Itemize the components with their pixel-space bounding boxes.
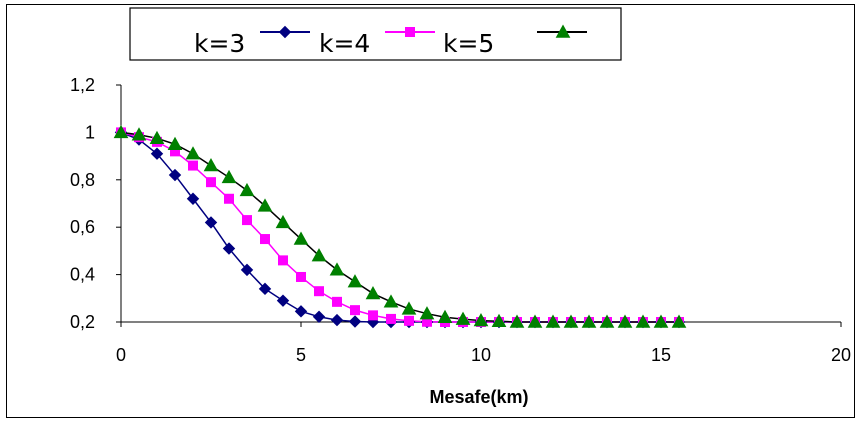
series-k5-point bbox=[473, 313, 489, 327]
series-k5-point bbox=[401, 301, 417, 315]
series-k5-point bbox=[671, 314, 687, 328]
x-tick-label: 5 bbox=[296, 345, 306, 365]
legend-swatch-marker-k4 bbox=[405, 27, 415, 37]
series-k3-point bbox=[222, 242, 236, 255]
series-k5-point bbox=[599, 314, 615, 328]
series-k3-point bbox=[204, 216, 218, 229]
series-k5-point bbox=[239, 182, 255, 197]
series-k5-point bbox=[221, 169, 237, 184]
series-k3-point bbox=[186, 192, 200, 205]
series-k5-point bbox=[617, 314, 633, 328]
y-tick-label: 1,2 bbox=[70, 75, 95, 95]
legend-swatch-marker-k3 bbox=[278, 25, 292, 39]
series-k3-point bbox=[240, 263, 254, 277]
legend-swatch-marker-k5 bbox=[555, 24, 571, 38]
series-k5-point bbox=[311, 248, 327, 262]
legend-label-k5: k=5 bbox=[443, 29, 494, 58]
series-k3-point bbox=[150, 147, 164, 160]
series-k3-point bbox=[276, 294, 290, 307]
series-k3-point bbox=[348, 315, 362, 328]
series-k5-line bbox=[120, 131, 679, 323]
series-k4-point bbox=[386, 313, 396, 324]
series-k3-point bbox=[294, 305, 308, 318]
chart-frame: 0,2 0,4 0,6 0,8 1 1,2 0 5 10 15 20 Mesafe(km) k=3 k=4… bbox=[6, 4, 855, 418]
series-k5-point bbox=[437, 309, 453, 323]
y-tick-label: 0,6 bbox=[70, 217, 95, 237]
series-k4-point bbox=[368, 310, 378, 321]
series-k5-point bbox=[293, 231, 309, 245]
series-k5-point bbox=[383, 294, 399, 308]
series-k3-point bbox=[168, 168, 182, 182]
legend-label-k4: k=4 bbox=[319, 29, 370, 58]
y-tick-label: 0,2 bbox=[70, 312, 95, 332]
series-k5-point bbox=[347, 274, 363, 288]
series-k4-point bbox=[242, 215, 252, 226]
series-k5-point bbox=[581, 314, 597, 328]
series-k4-point bbox=[224, 193, 234, 204]
series-k5-point bbox=[167, 136, 183, 150]
series-k5-point bbox=[455, 311, 471, 325]
x-tick-label: 10 bbox=[471, 345, 491, 365]
series-k5-point bbox=[545, 314, 561, 328]
y-tick-label: 0,4 bbox=[70, 265, 95, 285]
series-k5-point bbox=[257, 198, 273, 212]
y-tick-label: 1 bbox=[85, 122, 95, 142]
series-k4-point bbox=[404, 315, 414, 326]
series-k5-point bbox=[149, 130, 165, 145]
series-k4-point bbox=[332, 296, 342, 307]
series-k3-point bbox=[330, 313, 344, 327]
legend-label-k3: k=3 bbox=[194, 29, 245, 58]
series-k5-point bbox=[185, 146, 201, 160]
series-k5-point bbox=[275, 214, 291, 229]
y-tick-label: 0,8 bbox=[70, 170, 95, 190]
series-k4-point bbox=[188, 160, 198, 171]
x-tick-label: 15 bbox=[651, 345, 671, 365]
series-k5-point bbox=[527, 314, 543, 328]
series-k4-point bbox=[206, 177, 216, 188]
x-tick-label: 20 bbox=[831, 345, 851, 365]
series-k5-point bbox=[653, 314, 669, 328]
series-k4-point bbox=[350, 305, 360, 316]
x-tick-label: 0 bbox=[116, 345, 126, 365]
series-k5-point bbox=[419, 306, 435, 320]
series-k5-point bbox=[491, 313, 507, 327]
series-k5-point bbox=[203, 158, 219, 172]
series-k5-point bbox=[563, 314, 579, 328]
series-k3-point bbox=[312, 310, 326, 323]
series-k4-point bbox=[260, 234, 270, 245]
series-k5-point bbox=[329, 262, 345, 276]
series-k4-point bbox=[296, 271, 306, 282]
series-k4-point bbox=[314, 286, 324, 297]
line-chart: 0,2 0,4 0,6 0,8 1 1,2 0 5 10 15 20 Mesafe(km) k=3 k=4… bbox=[70, 7, 851, 407]
series-k5-point bbox=[635, 314, 651, 328]
series-k5-point bbox=[509, 314, 525, 328]
series-k3-point bbox=[258, 282, 272, 296]
series-k5-point bbox=[365, 286, 381, 300]
series-k5-point bbox=[131, 127, 147, 141]
legend-box bbox=[129, 7, 622, 61]
series-k4-point bbox=[278, 255, 288, 266]
series-k5-point bbox=[113, 124, 129, 139]
x-axis-title: Mesafe(km) bbox=[429, 387, 528, 407]
